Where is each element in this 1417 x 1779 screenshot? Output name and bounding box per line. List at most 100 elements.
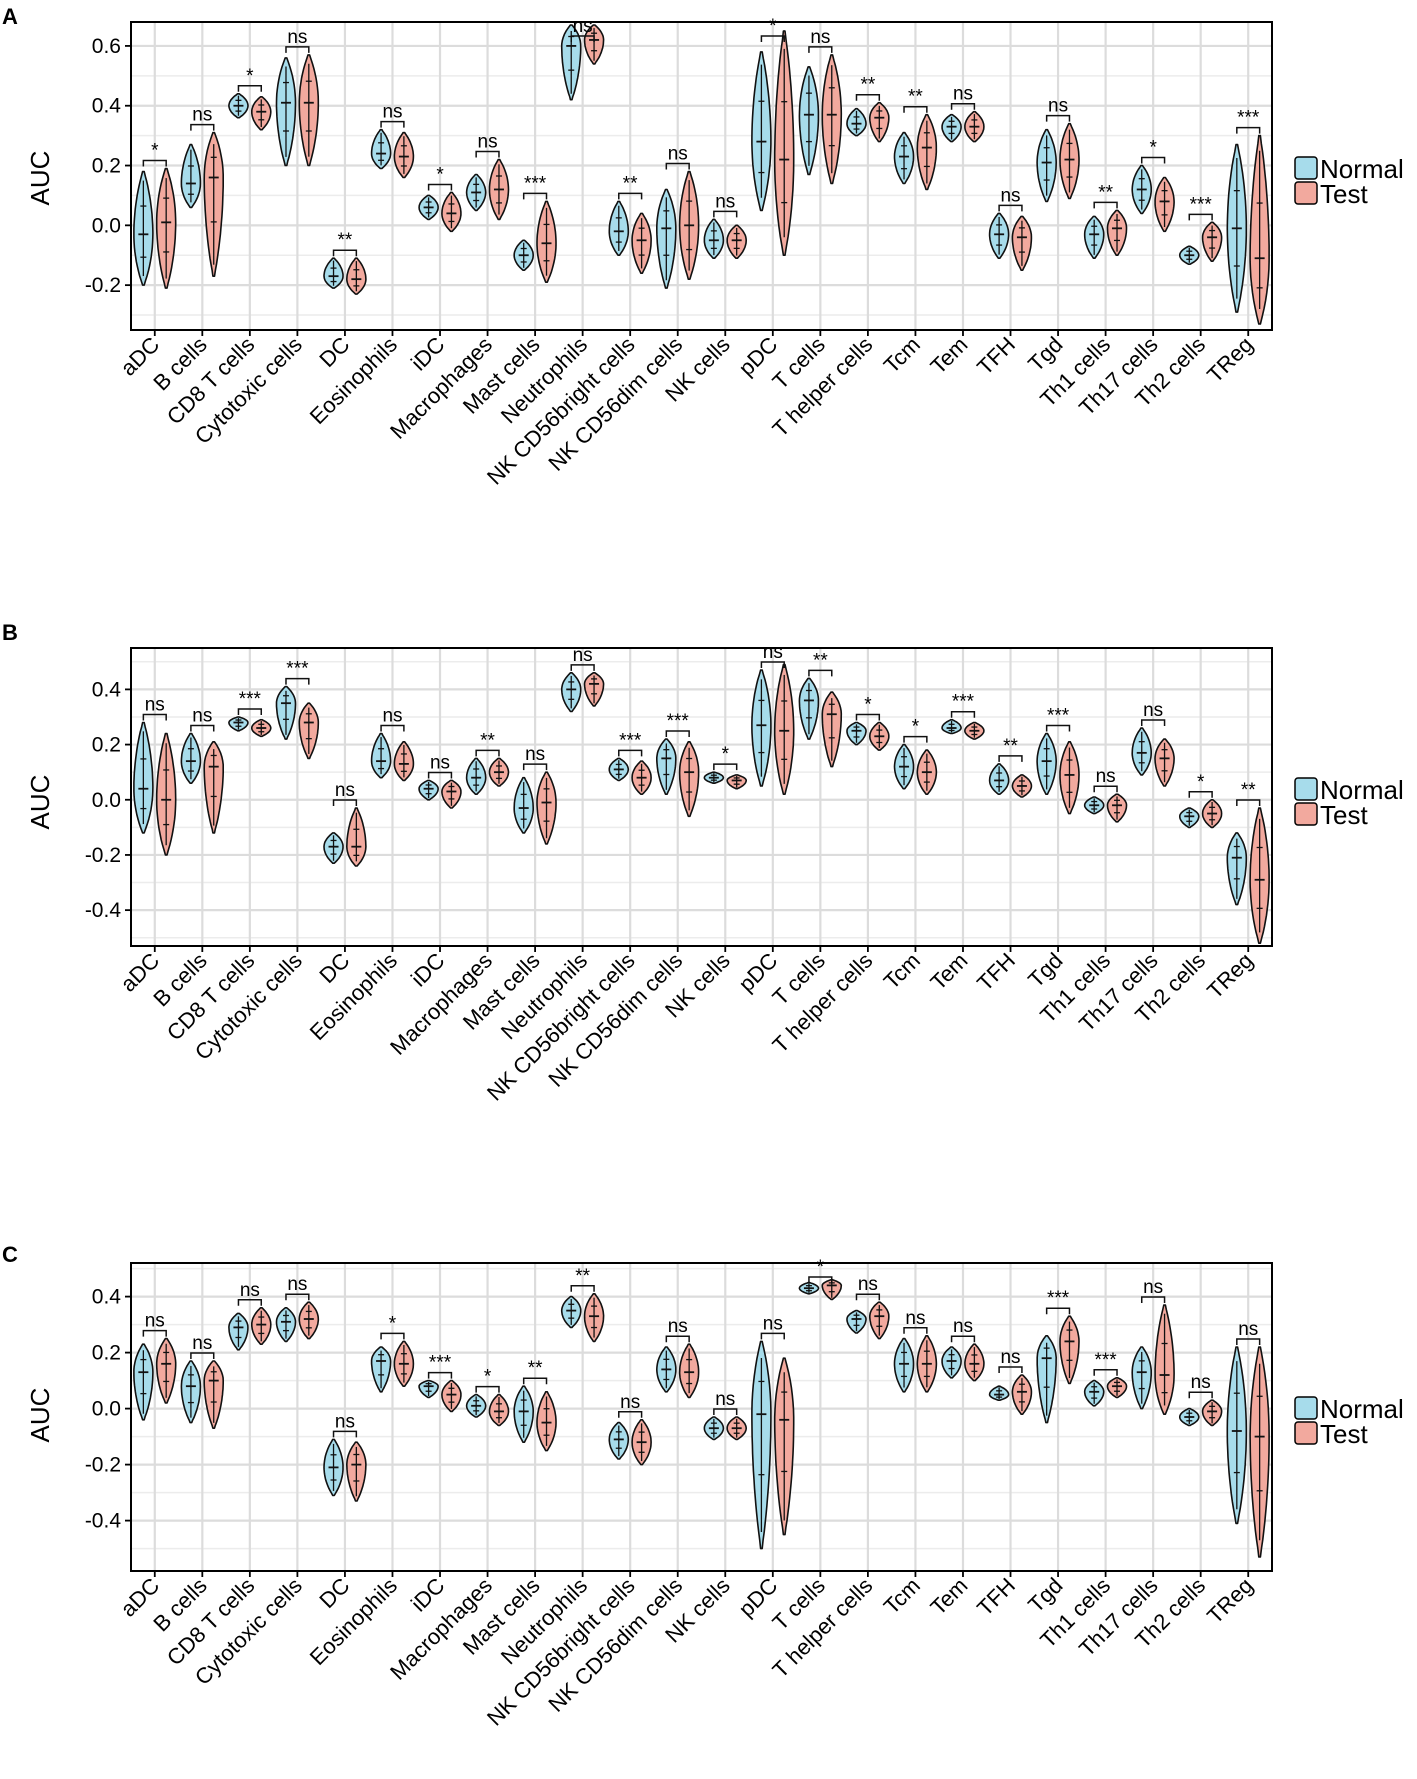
sig-bracket — [618, 192, 643, 200]
sig-label: ** — [1241, 780, 1256, 801]
sig-label: ns — [1000, 1347, 1020, 1368]
sig-label: ns — [192, 1333, 212, 1354]
legend-test-swatch — [1294, 802, 1318, 826]
sig-label: ns — [192, 105, 212, 126]
sig-bracket — [380, 120, 405, 128]
sig-label: ns — [953, 1316, 973, 1337]
panel-a-legend: Normal Test — [1294, 154, 1404, 209]
sig-label: ns — [573, 16, 593, 37]
x-tick-label: DC — [314, 948, 354, 988]
panel-c-legend: Normal Test — [1294, 1394, 1404, 1449]
sig-label: ns — [620, 1392, 640, 1413]
panel-letter-b: B — [2, 620, 18, 645]
sig-label: ns — [1238, 1319, 1258, 1340]
y-tick-label: -0.2 — [85, 1454, 121, 1477]
sig-bracket — [618, 749, 643, 757]
sig-bracket — [1236, 1338, 1261, 1345]
legend-test-swatch — [1294, 181, 1318, 205]
legend-test-label: Test — [1320, 179, 1368, 209]
sig-label: ns — [240, 1280, 260, 1301]
sig-label: ** — [575, 1266, 590, 1287]
sig-bracket — [1140, 1296, 1166, 1303]
sig-label: ns — [573, 645, 593, 666]
legend-test-label: Test — [1320, 1419, 1368, 1449]
sig-label: *** — [524, 173, 547, 194]
y-tick-label: 0.4 — [92, 1286, 122, 1309]
sig-bracket — [903, 1327, 928, 1334]
y-tick-label: -0.4 — [85, 1510, 122, 1533]
sig-bracket — [190, 1352, 215, 1359]
legend-test-label: Test — [1320, 800, 1368, 830]
sig-label: * — [246, 66, 254, 87]
sig-label: *** — [1047, 706, 1070, 727]
sig-bracket — [950, 710, 976, 718]
x-tick-label: TReg — [1202, 948, 1258, 1004]
sig-label: *** — [286, 659, 309, 680]
sig-label: ns — [145, 695, 165, 716]
sig-bracket — [998, 755, 1023, 762]
sig-label: ns — [1000, 185, 1020, 206]
panel-a-ylabel: AUC — [25, 151, 55, 206]
sig-bracket — [427, 771, 453, 779]
sig-bracket — [427, 183, 453, 191]
sig-bracket — [522, 192, 548, 200]
legend-normal-label: Normal — [1320, 775, 1404, 805]
sig-label: * — [722, 744, 730, 765]
sig-label: ns — [145, 1311, 165, 1332]
sig-bracket — [760, 661, 785, 668]
sig-label: * — [484, 1367, 492, 1388]
sig-label: * — [436, 164, 444, 185]
sig-label: ns — [287, 1274, 307, 1295]
sig-bracket — [998, 204, 1023, 212]
x-tick-label: TReg — [1202, 332, 1258, 388]
x-tick-label: Eosinophils — [305, 948, 402, 1045]
sig-bracket — [285, 677, 310, 685]
sig-bracket — [665, 730, 690, 738]
x-tick-label: Tem — [925, 332, 972, 379]
sig-bracket — [1093, 785, 1118, 793]
legend-normal-swatch — [1294, 156, 1318, 180]
y-tick-label: -0.4 — [85, 899, 122, 922]
sig-label: ns — [192, 706, 212, 727]
panel-b-ylabel: AUC — [25, 775, 55, 830]
sig-bracket — [332, 1430, 358, 1438]
sig-bracket — [903, 735, 928, 743]
sig-label: * — [912, 717, 920, 738]
x-tick-label: TFH — [972, 332, 1020, 380]
sig-label: ** — [338, 230, 353, 251]
sig-label: * — [1149, 138, 1157, 159]
sig-label: ns — [287, 27, 307, 48]
sig-label: ns — [382, 706, 402, 727]
sig-bracket — [950, 1335, 976, 1343]
legend-normal-label: Normal — [1320, 154, 1404, 184]
sig-bracket — [380, 724, 405, 732]
sig-label: ns — [763, 1313, 783, 1334]
sig-bracket — [522, 763, 548, 771]
sig-bracket — [570, 35, 595, 42]
sig-label: ns — [1143, 1277, 1163, 1298]
sig-label: ns — [1048, 96, 1068, 117]
sig-bracket — [808, 1276, 833, 1283]
sig-label: * — [389, 1313, 397, 1334]
sig-label: ** — [1003, 736, 1018, 757]
sig-label: *** — [239, 689, 262, 710]
x-tick-label: Tem — [925, 948, 972, 995]
sig-label: * — [151, 141, 159, 162]
sig-label: *** — [1095, 1350, 1118, 1371]
x-tick-label: TReg — [1202, 1573, 1258, 1629]
y-tick-label: 0.4 — [92, 95, 122, 118]
sig-bracket — [380, 1332, 405, 1340]
x-tick-label: Tem — [925, 1573, 972, 1620]
sig-label: ns — [1191, 1372, 1211, 1393]
x-tick-label: TFH — [972, 948, 1020, 996]
sig-bracket — [808, 669, 833, 677]
sig-bracket — [285, 46, 310, 53]
sig-label: ** — [1098, 182, 1113, 203]
sig-bracket — [1045, 1307, 1071, 1315]
sig-bracket — [237, 708, 263, 715]
